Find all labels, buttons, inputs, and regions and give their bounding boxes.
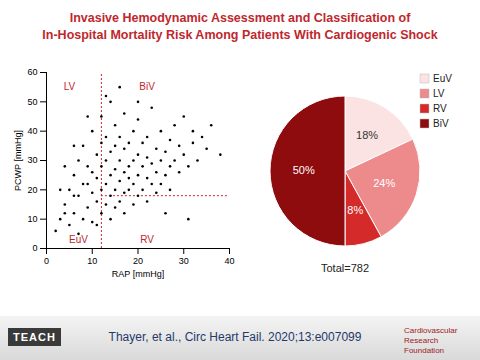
html-text:In-Hospital Mortality Risk Amo: In-Hospital Mortality Risk Among Patient… <box>42 28 438 42</box>
svg-text:RAP [mmHg]: RAP [mmHg] <box>112 269 164 279</box>
svg-text:18%: 18% <box>356 129 378 141</box>
svg-text:Total=782: Total=782 <box>321 262 369 274</box>
svg-text:LV: LV <box>433 88 445 99</box>
html-text:Cardiovascular Research Founda: Cardiovascular Research Foundation <box>404 326 458 355</box>
svg-text:40: 40 <box>224 256 234 266</box>
svg-text:30: 30 <box>179 256 189 266</box>
svg-text:20: 20 <box>133 256 143 266</box>
svg-text:50%: 50% <box>293 164 315 176</box>
html-text:TEACH: TEACH <box>13 331 56 343</box>
svg-text:24%: 24% <box>373 177 395 189</box>
html-text:Thayer, et al., Circ Heart Fai: Thayer, et al., Circ Heart Fail. 2020;13… <box>108 330 362 344</box>
svg-text:30: 30 <box>27 155 37 165</box>
svg-text:8%: 8% <box>347 204 363 216</box>
svg-text:10: 10 <box>27 214 37 224</box>
svg-text:LV: LV <box>64 81 76 92</box>
html-text:Invasive Hemodynamic Assessmen: Invasive Hemodynamic Assessment and Clas… <box>69 11 411 25</box>
svg-text:10: 10 <box>87 256 97 266</box>
svg-text:EuV: EuV <box>69 234 88 245</box>
svg-text:BiV: BiV <box>139 81 155 92</box>
svg-text:RV: RV <box>140 234 154 245</box>
svg-text:BiV: BiV <box>433 118 449 129</box>
svg-text:RV: RV <box>433 103 447 114</box>
svg-text:60: 60 <box>27 67 37 77</box>
svg-text:50: 50 <box>27 97 37 107</box>
svg-text:40: 40 <box>27 126 37 136</box>
svg-text:0: 0 <box>32 243 37 253</box>
svg-text:EuV: EuV <box>433 73 452 84</box>
svg-text:0: 0 <box>44 256 49 266</box>
svg-text:PCWP [mmHg]: PCWP [mmHg] <box>13 130 23 191</box>
svg-text:20: 20 <box>27 185 37 195</box>
